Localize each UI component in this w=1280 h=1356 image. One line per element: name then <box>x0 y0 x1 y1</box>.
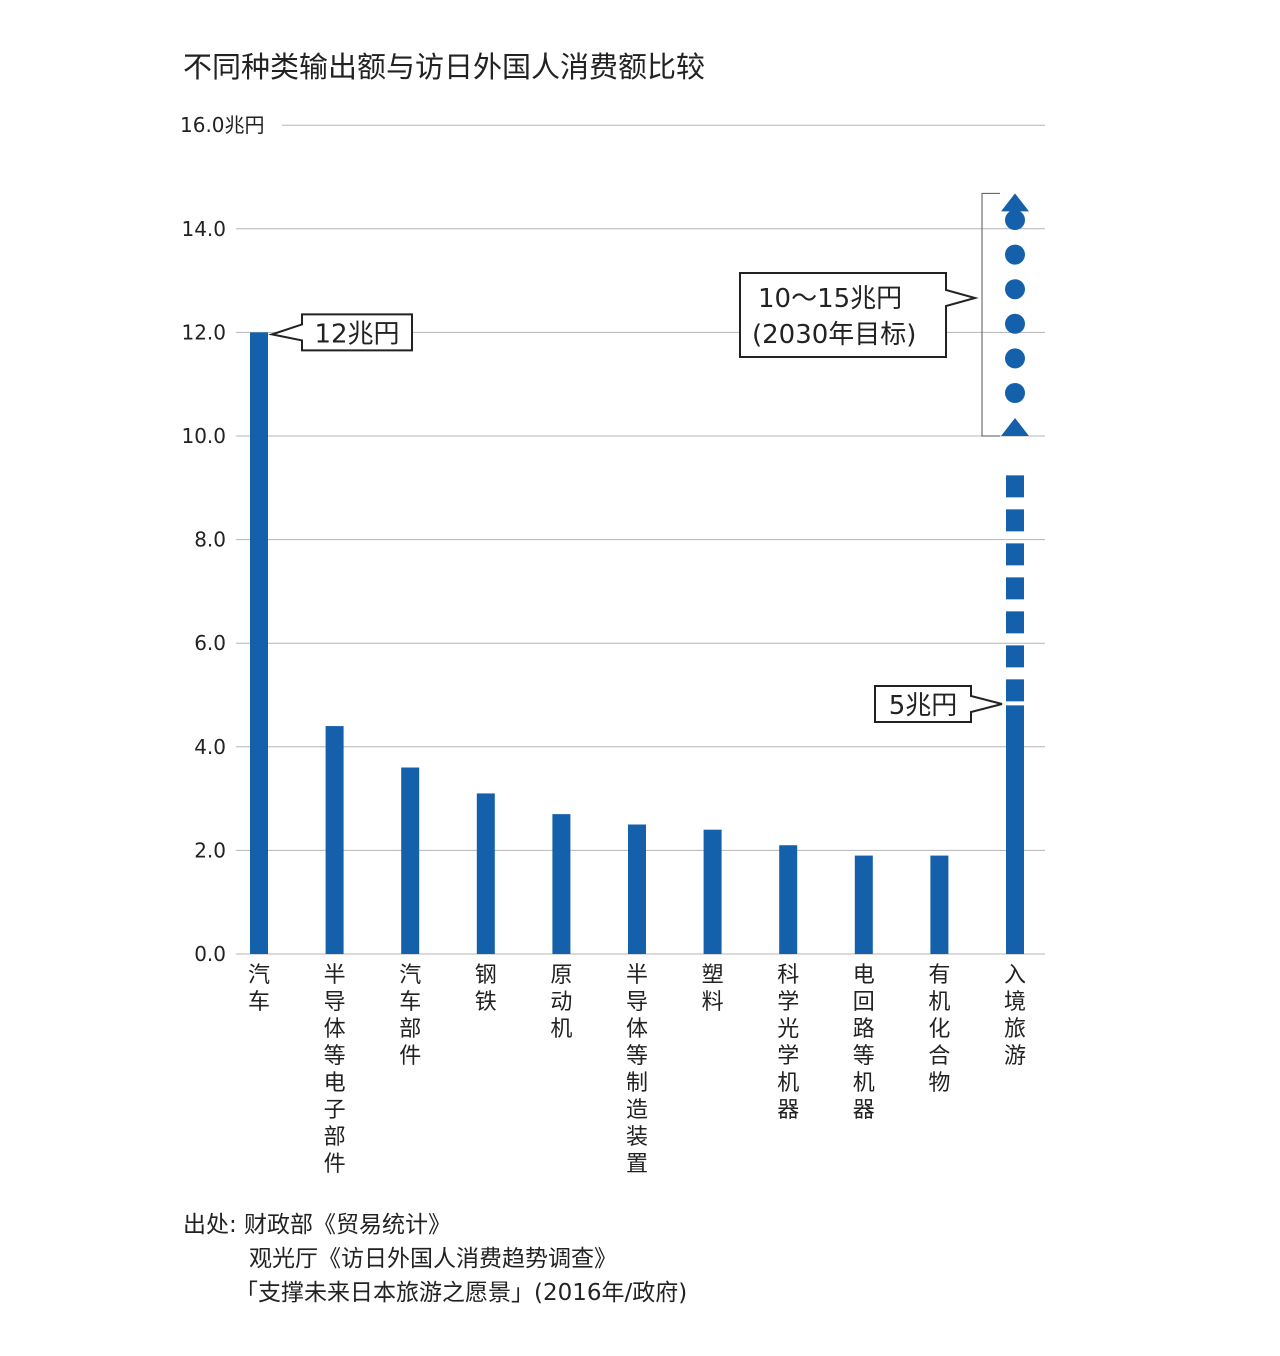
source-line-3: 「支撑未来日本旅游之愿景」(2016年/政府) <box>235 1280 688 1306</box>
category-label: 科学光学机器 <box>777 963 799 1123</box>
chart-title: 不同种类输出额与访日外国人消费额比较 <box>183 50 706 84</box>
y-tick-label: 12.0 <box>181 320 226 344</box>
category-label: 半导体等电子部件 <box>324 963 346 1177</box>
category-label: 半导体等制造装置 <box>626 963 648 1177</box>
range-bracket <box>981 192 1000 437</box>
target-low-marker <box>1001 418 1029 436</box>
y-tick-labels: 0.0 2.0 4.0 6.0 8.0 10.0 12.0 14.0 16.0兆円 <box>180 113 265 966</box>
bar <box>250 332 268 954</box>
category-label: 塑料 <box>702 963 724 1015</box>
bar <box>779 845 798 954</box>
category-label: 汽车 <box>248 963 270 1015</box>
source-line-1: 出处: 财政部《贸易统计》 <box>183 1212 452 1238</box>
y-tick-label: 0.0 <box>194 942 226 966</box>
projection-dot <box>1005 279 1025 300</box>
chart-area: 0.0 2.0 4.0 6.0 8.0 10.0 12.0 14.0 16.0兆円 汽车 半导体等… <box>180 113 1045 1177</box>
projection-dot <box>1005 383 1025 403</box>
y-tick-label: 4.0 <box>194 735 226 759</box>
category-label: 有机化合物 <box>928 963 950 1096</box>
bar <box>325 726 344 954</box>
category-label: 钢铁 <box>475 963 497 1015</box>
bar <box>552 814 571 954</box>
projection-dot <box>1005 348 1025 369</box>
category-label: 入境旅游 <box>1004 963 1026 1069</box>
source-note: 出处: 财政部《贸易统计》 观光厅《访日外国人消费趋势调查》 「支撑未来日本旅游… <box>183 1208 687 1310</box>
projection-dot <box>1005 210 1025 230</box>
y-tick-label: 14.0 <box>181 217 226 241</box>
bar <box>703 829 722 954</box>
bar <box>628 824 646 954</box>
bars <box>250 332 1024 954</box>
projection-dash <box>1006 679 1024 702</box>
projection-dash <box>1006 475 1024 498</box>
projection-dash <box>1006 611 1024 634</box>
projection-dot <box>1005 244 1025 265</box>
target-high-marker <box>1001 193 1029 212</box>
category-labels: 汽车 半导体等电子部件 汽车部件 钢铁 原动机 半导体等制造装置 塑料 科学光学机器 电回路等机… <box>248 963 1026 1177</box>
category-label: 原动机 <box>550 963 572 1042</box>
target-callout-line1: 10～15兆円 <box>758 284 902 314</box>
y-tick-label: 8.0 <box>194 528 226 552</box>
projection-dash <box>1006 509 1024 532</box>
car-callout-label: 12兆円 <box>314 319 399 349</box>
projection-dash <box>1006 577 1024 600</box>
source-line-2: 观光厅《访日外国人消费趋势调查》 <box>249 1246 617 1272</box>
bar <box>1006 705 1024 954</box>
bar <box>930 855 949 954</box>
car-callout-box <box>268 313 413 352</box>
inbound-callout-label: 5兆円 <box>889 691 958 721</box>
target-callout-line2: (2030年目标) <box>752 320 916 350</box>
target-callout-box <box>739 272 979 358</box>
projection-dot <box>1005 313 1025 334</box>
projection-dash <box>1006 543 1024 566</box>
annotations: 12兆円 5兆円 10～15兆円 (2030年目标) <box>268 192 1029 723</box>
bar <box>854 855 873 954</box>
y-unit-label: 16.0兆円 <box>180 113 265 137</box>
category-label: 电回路等机器 <box>853 963 875 1123</box>
bar <box>401 767 420 954</box>
category-label: 汽车部件 <box>399 963 421 1069</box>
bar <box>476 793 495 954</box>
y-tick-label: 6.0 <box>194 631 226 655</box>
y-tick-label: 2.0 <box>194 838 226 862</box>
projection-dash <box>1006 645 1024 668</box>
inbound-callout-box <box>874 685 1003 723</box>
y-tick-label: 10.0 <box>181 424 226 448</box>
